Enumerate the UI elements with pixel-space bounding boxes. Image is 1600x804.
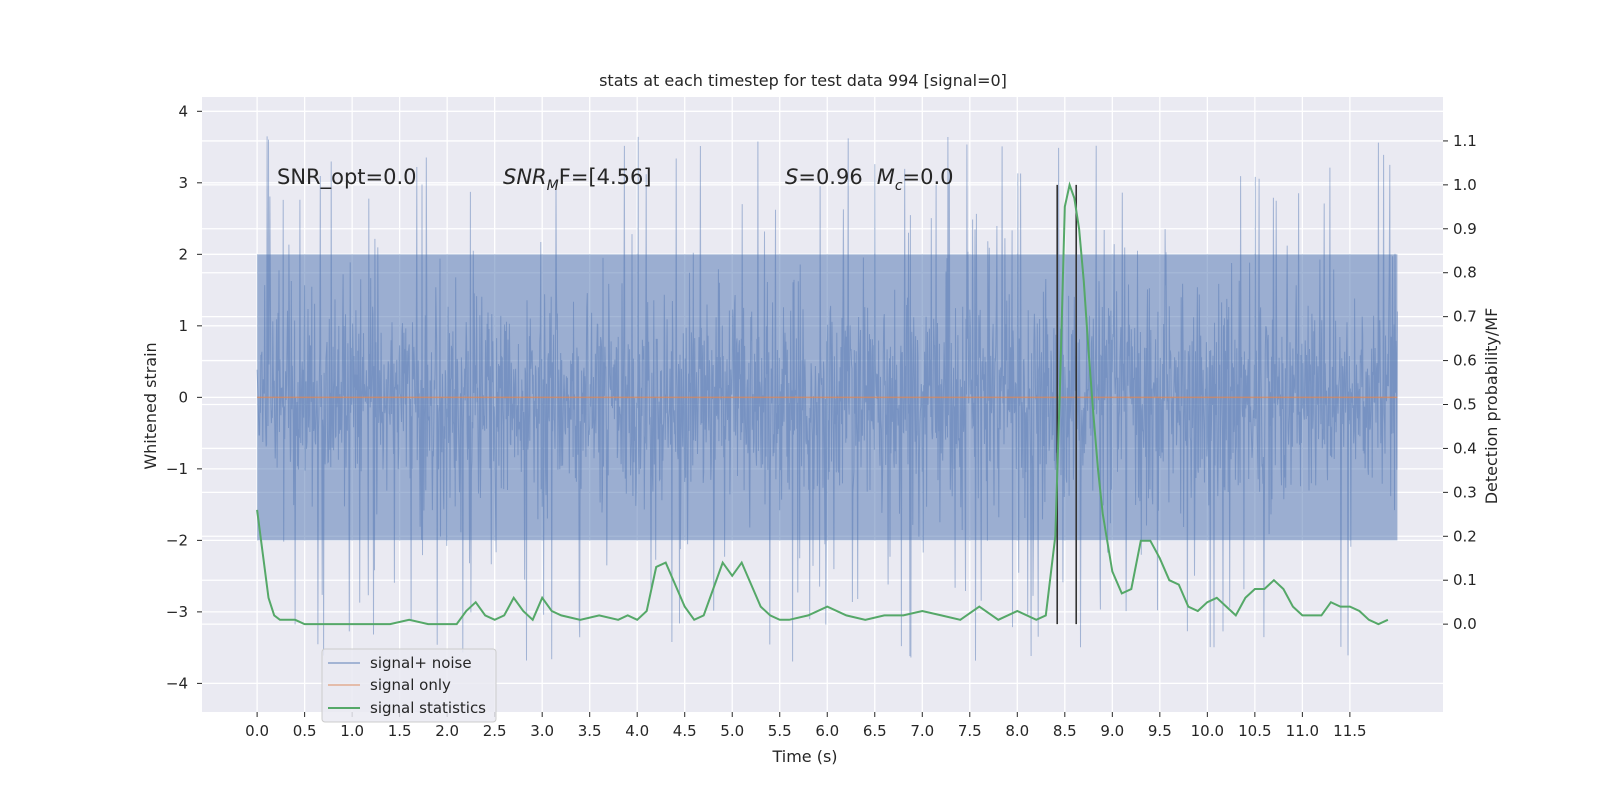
y2-tick-label: 0.2: [1453, 527, 1477, 545]
y-tick-label: 3: [178, 174, 188, 192]
x-tick-label: 11.5: [1333, 722, 1366, 740]
x-tick-label: 9.5: [1148, 722, 1172, 740]
x-tick-label: 1.0: [340, 722, 364, 740]
x-tick-label: 10.5: [1238, 722, 1271, 740]
y-tick-label: −3: [166, 603, 188, 621]
x-tick-label: 8.5: [1053, 722, 1077, 740]
annotation-snr-opt: SNR_opt=0.0: [277, 165, 417, 190]
x-tick-label: 4.0: [625, 722, 649, 740]
y-axis-title: Whitened strain: [141, 342, 160, 469]
y2-axis-title: Detection probability/MF: [1482, 308, 1501, 505]
x-tick-label: 6.0: [815, 722, 839, 740]
y-tick-label: 0: [178, 388, 188, 406]
x-tick-label: 3.0: [530, 722, 554, 740]
y2-tick-label: 0.1: [1453, 571, 1477, 589]
s-value: =0.96: [798, 165, 862, 189]
legend-label-statistics: signal statistics: [370, 699, 486, 717]
y2-tick-label: 0.8: [1453, 264, 1477, 282]
x-tick-label: 2.5: [483, 722, 507, 740]
x-tick-label: 2.0: [435, 722, 459, 740]
annotation-s-mc: S=0.96 Mc=0.0: [785, 165, 954, 194]
signal-statistics-line: [256, 181, 1389, 626]
y-tick-label: 1: [178, 317, 188, 335]
chart-title: stats at each timestep for test data 994…: [599, 71, 1007, 90]
noise-trace: [256, 136, 1398, 662]
y2-tick-label: 1.0: [1453, 176, 1477, 194]
y-tick-label: 2: [178, 245, 188, 263]
signal-statistics-layer: [256, 181, 1389, 626]
x-tick-label: 4.5: [673, 722, 697, 740]
y2-tick-label: 0.7: [1453, 308, 1477, 326]
vertical-marker-layer: [1056, 184, 1078, 625]
y2-tick-label: 0.6: [1453, 352, 1477, 370]
y2-tick-label: 0.5: [1453, 396, 1477, 414]
x-axis-title: Time (s): [771, 747, 837, 766]
y-tick-label: 4: [178, 102, 188, 120]
x-tick-label: 9.0: [1100, 722, 1124, 740]
s-symbol: S: [785, 165, 798, 189]
y2-tick-label: 0.3: [1453, 483, 1477, 501]
x-tick-label: 0.0: [245, 722, 269, 740]
y-tick-label: −4: [166, 674, 188, 692]
x-tick-label: 0.5: [293, 722, 317, 740]
mc-sub: c: [895, 178, 903, 194]
x-tick-label: 5.0: [720, 722, 744, 740]
y-tick-label: −2: [166, 531, 188, 549]
x-tick-label: 10.0: [1191, 722, 1224, 740]
mc-symbol: M: [877, 165, 895, 189]
x-tick-label: 8.0: [1005, 722, 1029, 740]
legend-label-noise: signal+ noise: [370, 654, 472, 672]
snr-mf-sub: M: [547, 178, 559, 194]
x-tick-label: 11.0: [1286, 722, 1319, 740]
y2-tick-label: 0.0: [1453, 615, 1477, 633]
y2-tick-label: 0.9: [1453, 220, 1477, 238]
y2-tick-label: 1.1: [1453, 132, 1477, 150]
mc-value: =0.0: [903, 165, 954, 189]
annotation-snr-mf: SNRMF=[4.56]: [503, 165, 652, 194]
snr-mf-main: SNR: [503, 165, 547, 189]
legend-label-signal: signal only: [370, 676, 451, 694]
x-tick-label: 3.5: [578, 722, 602, 740]
x-tick-label: 7.5: [958, 722, 982, 740]
x-tick-label: 7.0: [910, 722, 934, 740]
x-tick-label: 5.5: [768, 722, 792, 740]
x-tick-label: 6.5: [863, 722, 887, 740]
x-tick-label: 1.5: [388, 722, 412, 740]
chart-legend: signal+ noise signal only signal statist…: [321, 648, 497, 723]
legend-box: [321, 648, 497, 723]
axis-layer: 0.0 0.5 1.0 1.5 2.0 2.5 3.0 3.5 4.0 4.5 5.0 5.5 6.0 6…: [166, 102, 1477, 740]
y2-tick-label: 0.4: [1453, 439, 1477, 457]
y-tick-label: −1: [166, 460, 188, 478]
snr-mf-rest: F=[4.56]: [559, 165, 652, 189]
